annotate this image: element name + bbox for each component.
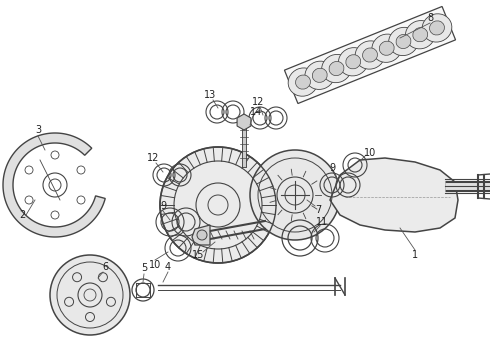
Text: 11: 11 (316, 217, 328, 227)
Text: 8: 8 (427, 13, 433, 23)
Ellipse shape (405, 21, 435, 49)
Ellipse shape (329, 62, 344, 76)
Text: 7: 7 (315, 205, 321, 215)
Ellipse shape (288, 68, 318, 96)
Polygon shape (192, 225, 210, 245)
Text: 10: 10 (364, 148, 376, 158)
Ellipse shape (389, 27, 418, 55)
Ellipse shape (355, 41, 385, 69)
Text: 6: 6 (102, 262, 108, 272)
Polygon shape (237, 114, 251, 130)
Circle shape (160, 147, 276, 263)
Ellipse shape (305, 61, 335, 89)
Text: 9: 9 (329, 163, 335, 173)
Circle shape (197, 230, 207, 240)
Ellipse shape (295, 75, 311, 89)
Ellipse shape (346, 55, 361, 69)
Text: 12: 12 (252, 97, 264, 107)
Ellipse shape (321, 54, 351, 83)
Text: 13: 13 (204, 90, 216, 100)
Text: 2: 2 (19, 210, 25, 220)
Text: 12: 12 (147, 153, 159, 163)
Text: 3: 3 (35, 125, 41, 135)
Ellipse shape (312, 68, 327, 82)
Text: 9: 9 (160, 201, 166, 211)
Ellipse shape (363, 48, 377, 62)
Ellipse shape (430, 21, 444, 35)
Text: 4: 4 (165, 262, 171, 272)
Ellipse shape (413, 28, 428, 42)
Polygon shape (3, 133, 105, 237)
Text: 14: 14 (250, 107, 262, 117)
Text: 5: 5 (141, 263, 147, 273)
Text: 15: 15 (192, 250, 204, 260)
Polygon shape (330, 158, 458, 232)
Ellipse shape (379, 41, 394, 55)
Circle shape (250, 150, 340, 240)
Text: 1: 1 (412, 250, 418, 260)
Ellipse shape (396, 35, 411, 49)
Ellipse shape (372, 34, 402, 62)
Text: 10: 10 (149, 260, 161, 270)
Circle shape (50, 255, 130, 335)
Polygon shape (285, 6, 456, 104)
Ellipse shape (422, 14, 452, 42)
Ellipse shape (339, 48, 368, 76)
